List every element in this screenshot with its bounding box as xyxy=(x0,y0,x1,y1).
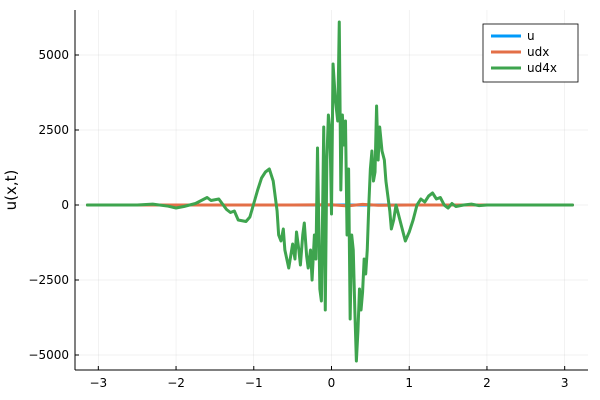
series-layer xyxy=(85,20,574,363)
y-tick-label: −5000 xyxy=(28,348,69,362)
y-axis-label: u(x,t) xyxy=(2,170,20,211)
x-tick-label: −1 xyxy=(245,376,263,390)
x-tick-label: 3 xyxy=(561,376,569,390)
axes xyxy=(74,10,588,371)
x-tick-label: 0 xyxy=(328,376,336,390)
x-tick-label: 2 xyxy=(483,376,491,390)
y-tick-label: 2500 xyxy=(38,123,69,137)
tick-labels: −3 −2 −1 0 1 2 3 −5000 −2500 0 2500 5000 xyxy=(28,48,568,390)
x-tick-label: −2 xyxy=(167,376,185,390)
y-tick-label: −2500 xyxy=(28,273,69,287)
y-tick-label: 0 xyxy=(61,198,69,212)
legend-label-ud4x: ud4x xyxy=(527,61,557,75)
x-tick-label: −3 xyxy=(89,376,107,390)
x-tick-label: 1 xyxy=(405,376,413,390)
legend-label-udx: udx xyxy=(527,45,549,59)
y-tick-label: 5000 xyxy=(38,48,69,62)
legend: u udx ud4x xyxy=(482,23,579,83)
series-line-ud4x xyxy=(85,20,574,363)
legend-label-u: u xyxy=(527,29,535,43)
